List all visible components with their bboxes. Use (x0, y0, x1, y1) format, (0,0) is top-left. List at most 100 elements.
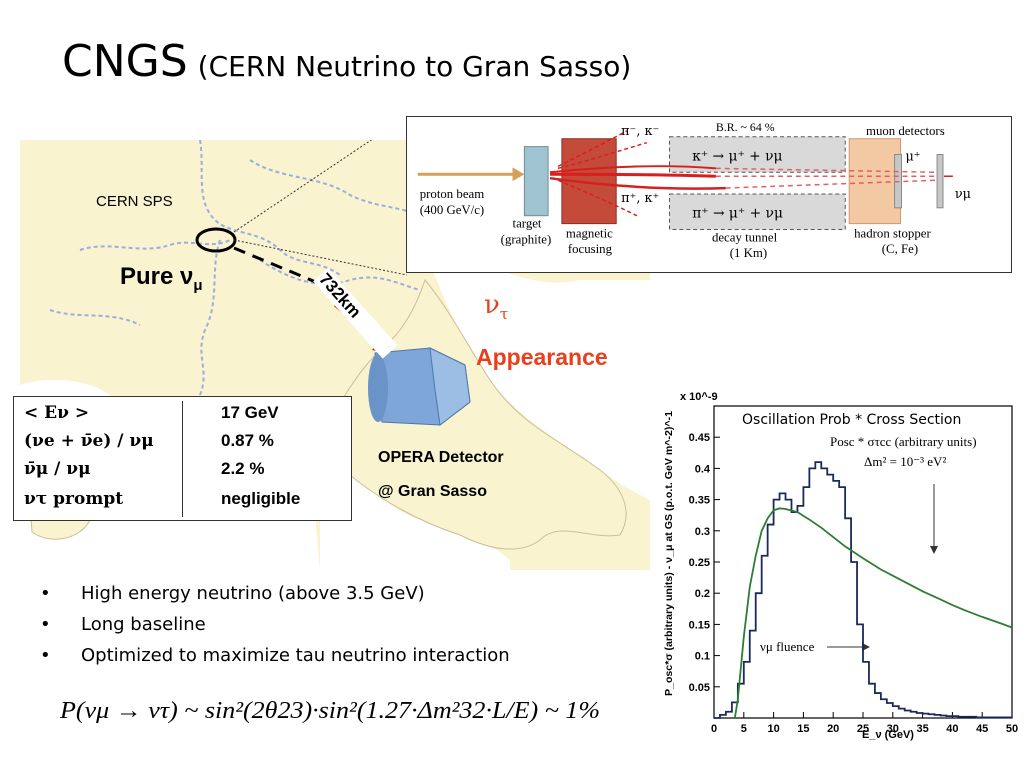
chart-plot-area: 0 5 10 15 20 25 30 35 40 45 50 0.05 0.1 0.15 0.2 0.25 0.… (689, 405, 1018, 735)
mu-plus-label: μ⁺ (905, 149, 920, 164)
cern-marker-ellipse (195, 227, 237, 253)
hadron-stopper-label: hadron stopper (854, 226, 931, 240)
decay-tunnel-lower (669, 193, 846, 231)
decay-tunnel-label: decay tunnel (712, 230, 778, 244)
table-divider (182, 401, 183, 517)
country-border (49, 309, 141, 326)
pure-numu-sub: μ (193, 276, 203, 294)
red-beam-3 (549, 165, 716, 174)
muon-detector-2 (936, 154, 944, 209)
x-tick-label: 50 (1006, 723, 1018, 735)
chart-title: Oscillation Prob * Cross Section (742, 412, 961, 428)
param-value: 17 GeV (221, 403, 279, 422)
x-tick-label: 20 (827, 723, 839, 735)
target-material-label: (graphite) (501, 232, 552, 246)
x-tick-label: 15 (797, 723, 809, 735)
x-tick-label: 10 (767, 723, 779, 735)
param-value: negligible (221, 489, 301, 508)
x-tick-label: 5 (741, 723, 747, 735)
y-tick-label: 0.3 (695, 526, 710, 538)
posc-annotation-arrowhead (930, 546, 938, 554)
list-item: • Optimized to maximize tau neutrino inte… (40, 640, 510, 671)
y-tick-label: 0.35 (689, 495, 710, 507)
negative-deflect (557, 141, 648, 170)
country-border (199, 140, 341, 276)
bullet-marker: • (40, 614, 51, 635)
beamline-svg: proton beam (400 GeV/c) target (graphite… (417, 120, 971, 260)
y-tick-label: 0.1 (695, 651, 710, 663)
country-border (259, 259, 421, 291)
param-value: 2.2 % (221, 459, 265, 478)
bullet-text: Optimized to maximize tau neutrino inter… (81, 645, 510, 666)
country-border (199, 239, 221, 396)
focusing-label-2: focusing (568, 242, 613, 256)
param-name: < Eν > (24, 403, 90, 423)
nutau-text: ν (484, 290, 500, 320)
nutau-label-box: ντ (470, 284, 536, 332)
table-row: ν̄μ / νμ 2.2 % (14, 459, 351, 487)
posc-annotation-2: Δm² = 10⁻³ eV² (864, 454, 946, 469)
oscillation-formula: P(νμ → ντ) ~ sin²(2θ23)·sin²(1.27·Δm²32·… (58, 678, 618, 748)
cern-sps-label: CERN SPS (96, 193, 173, 210)
title-main: CNGS (62, 36, 188, 87)
dashed-beam (715, 167, 939, 174)
dashed-beam (725, 179, 939, 189)
param-name: ν̄μ / νμ (24, 459, 91, 479)
proton-energy-label: (400 GeV/c) (420, 203, 484, 217)
plot-frame (713, 405, 1013, 719)
red-beam-2 (549, 176, 726, 190)
pure-numu-label: Pure νμ (120, 263, 203, 294)
oscillation-series-line (733, 507, 1013, 719)
param-name: ντ prompt (24, 489, 124, 509)
bullet-text: Long baseline (81, 614, 206, 635)
decay-tunnel-length: (1 Km) (730, 246, 767, 260)
y-multiplier-label: x 10^-9 (680, 391, 718, 403)
posc-annotation-1: Posc * στcc (arbitrary units) (830, 434, 977, 449)
focusing-label-1: magnetic (566, 226, 613, 240)
title-subtitle: (CERN Neutrino to Gran Sasso) (197, 50, 632, 83)
sea-region (190, 519, 295, 570)
y-tick-label: 0.15 (689, 619, 710, 631)
y-tick-label: 0.25 (689, 557, 710, 569)
fluence-series-line (714, 461, 1012, 719)
list-item: • Long baseline (40, 609, 510, 640)
y-tick-label: 0.2 (695, 588, 710, 600)
negative-deflect (557, 130, 628, 168)
fluence-annotation: νμ fluence (760, 639, 815, 654)
x-tick-label: 45 (976, 723, 988, 735)
table-row: (νe + ν̄e) / νμ 0.87 % (14, 431, 351, 459)
y-tick-label: 0.05 (689, 682, 710, 694)
x-axis-label: E_ν (GeV) (862, 729, 914, 741)
param-value: 0.87 % (221, 431, 274, 450)
nutau-sub: τ (499, 305, 509, 324)
y-tick-label: 0.45 (689, 432, 710, 444)
param-name: (νe + ν̄e) / νμ (24, 431, 154, 451)
branching-ratio-label: B.R. ~ 64 % (716, 120, 775, 134)
x-tick-label: 0 (711, 723, 717, 735)
feature-bullet-list: • High energy neutrino (above 3.5 GeV) • L… (40, 578, 510, 671)
opera-detector-shape (368, 347, 471, 426)
bullet-marker: • (40, 583, 51, 604)
oscillation-chart: Oscillation Prob * Cross Section x 10^-9… (652, 376, 1022, 751)
gran-sasso-label: @ Gran Sasso (378, 483, 487, 500)
stopper-material-label: (C, Fe) (882, 242, 918, 256)
x-tick-label: 25 (857, 723, 869, 735)
pi-k-minus-label: π⁻, κ⁻ (621, 124, 659, 139)
appearance-label: Appearance (476, 344, 608, 370)
table-row: < Eν > 17 GeV (14, 403, 351, 431)
positive-deflect (557, 179, 638, 217)
bullet-marker: • (40, 645, 51, 666)
beam-parameters-table: < Eν > 17 GeV (νe + ν̄e) / νμ 0.87 % ν̄μ… (13, 396, 352, 521)
list-item: • High energy neutrino (above 3.5 GeV) (40, 578, 510, 609)
red-beam-1 (550, 172, 716, 178)
inset-connector (233, 239, 408, 276)
formula-text: P(νμ → ντ) ~ sin²(2θ23)·sin²(1.27·Δm²32·… (59, 698, 600, 724)
formula-svg: P(νμ → ντ) ~ sin²(2θ23)·sin²(1.27·Δm²32·… (59, 698, 600, 724)
kaon-decay-label: κ⁺ → μ⁺ + νμ (692, 148, 782, 164)
nutau-label: ντ (484, 290, 508, 323)
x-tick-label: 40 (946, 723, 958, 735)
opera-detector-label: OPERA Detector (378, 449, 504, 466)
target-block (523, 146, 549, 217)
pure-numu-text: Pure ν (120, 263, 194, 290)
pi-k-plus-label: π⁺, κ⁺ (621, 191, 659, 206)
